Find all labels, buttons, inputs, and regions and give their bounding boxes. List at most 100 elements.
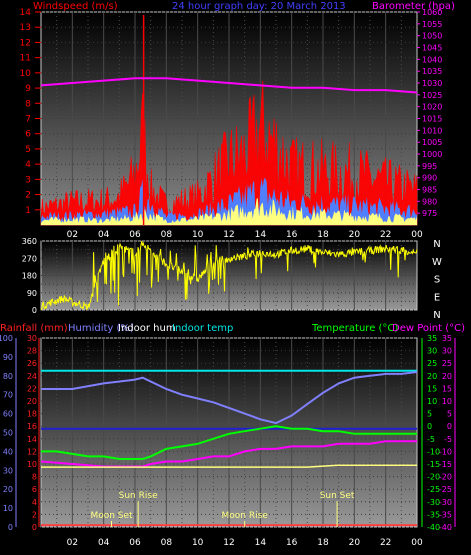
barometer-tick-label: 1005	[422, 138, 442, 147]
humidity-axis-title: Humidity (%)	[68, 323, 134, 334]
windspeed-tick-label: 7	[25, 115, 31, 125]
temperature-tick-label: 15	[427, 384, 437, 393]
rainfall-tick-label: 4	[32, 498, 37, 507]
windspeed-tick-label: 14	[20, 8, 32, 18]
barometer-tick-label: 985	[422, 186, 437, 195]
humidity-tick-label: 50	[3, 429, 13, 438]
compass-label: W	[432, 257, 442, 268]
barometer-tick-label: 1060	[422, 8, 442, 17]
barometer-tick-label: 1040	[422, 55, 442, 64]
temperature-axis-title: Temperature (°C)	[311, 323, 398, 334]
compass-label: E	[434, 292, 440, 303]
temperature-tick-label: -20	[427, 473, 440, 482]
rainfall-tick-label: 22	[27, 384, 37, 393]
dewpoint-tick-label: 35	[442, 334, 452, 343]
dewpoint-tick-label: 10	[442, 397, 452, 406]
windspeed-tick-label: 6	[25, 130, 31, 140]
x-tick-label: 20	[349, 538, 361, 548]
windspeed-tick-label: 9	[25, 84, 31, 94]
windspeed-tick-label: 3	[25, 175, 31, 185]
barometer-tick-label: 1035	[422, 67, 442, 76]
direction-tick-label: 0	[32, 306, 37, 315]
temperature-tick-label: -10	[427, 447, 440, 456]
windspeed-tick-label: 1	[25, 206, 31, 216]
compass-label: N	[433, 310, 440, 321]
temperature-tick-label: 0	[427, 422, 432, 431]
rainfall-axis-title: Rainfall (mm)	[0, 323, 68, 334]
series-rainfall	[41, 464, 417, 468]
rainfall-tick-label: 12	[27, 447, 37, 456]
dewpoint-tick-label: -10	[439, 447, 452, 456]
chart-title: 24 hour graph day: 20 March 2013	[172, 1, 346, 12]
indoor-temp-axis-title: Indoor temp	[172, 323, 233, 334]
temperature-tick-label: -25	[427, 485, 440, 494]
barometer-tick-label: 1020	[422, 103, 442, 112]
x-tick-label: 02	[67, 538, 78, 548]
barometer-tick-label: 995	[422, 162, 437, 171]
barometer-tick-label: 975	[422, 209, 437, 218]
series-wind	[41, 198, 417, 225]
temperature-tick-label: 35	[427, 334, 437, 343]
event-label: Sun Rise	[119, 491, 158, 501]
windspeed-tick-label: 5	[25, 145, 31, 155]
temperature-tick-label: -15	[427, 460, 440, 469]
x-tick-label: 18	[317, 538, 329, 548]
humidity-tick-label: 60	[3, 410, 13, 419]
rainfall-tick-label: 16	[27, 422, 37, 431]
windspeed-tick-label: 8	[25, 99, 31, 109]
x-tick-label: 06	[129, 538, 141, 548]
series-wind-direction	[40, 240, 418, 311]
dewpoint-tick-label: -40	[439, 523, 452, 532]
direction-tick-label: 180	[22, 272, 37, 281]
rainfall-tick-label: 30	[27, 334, 37, 343]
rainfall-tick-label: 26	[27, 359, 37, 368]
windspeed-tick-label: 13	[20, 23, 31, 33]
compass-label: N	[433, 239, 440, 250]
windspeed-tick-label: 10	[20, 69, 32, 79]
barometer-tick-label: 1015	[422, 115, 442, 124]
x-tick-label: 10	[192, 538, 204, 548]
barometer-tick-label: 990	[422, 174, 437, 183]
series-barometer	[40, 77, 418, 94]
barometer-tick-label: 1045	[422, 44, 442, 53]
x-tick-label: 16	[286, 538, 298, 548]
dewpoint-tick-label: -35	[439, 510, 452, 519]
rainfall-tick-label: 0	[32, 523, 37, 532]
dewpoint-tick-label: -30	[439, 498, 452, 507]
rainfall-tick-label: 8	[32, 473, 37, 482]
x-tick-label: 04	[98, 230, 110, 240]
dewpoint-tick-label: -5	[444, 435, 452, 444]
direction-tick-label: 360	[22, 237, 37, 246]
humidity-tick-label: 10	[3, 504, 13, 513]
dewpoint-tick-label: 15	[442, 384, 452, 393]
temperature-tick-label: -30	[427, 498, 440, 507]
x-tick-label: 00	[411, 538, 423, 548]
barometer-tick-label: 1030	[422, 79, 442, 88]
humidity-tick-label: 80	[3, 372, 13, 381]
humidity-tick-label: 100	[0, 334, 13, 343]
humidity-tick-label: 20	[3, 485, 13, 494]
x-tick-label: 22	[380, 538, 391, 548]
x-tick-label: 08	[161, 230, 173, 240]
event-label: Moon Set	[90, 511, 133, 521]
temperature-tick-label: 25	[427, 359, 437, 368]
rainfall-tick-label: 2	[32, 510, 37, 519]
dewpoint-tick-label: 30	[442, 347, 452, 356]
windspeed-axis-title: Windspeed (m/s)	[33, 1, 118, 12]
windspeed-tick-label: 2	[25, 191, 31, 201]
series-temperature	[41, 425, 417, 460]
windspeed-tick-label: 12	[20, 38, 31, 48]
dewpoint-tick-label: -25	[439, 485, 452, 494]
humidity-tick-label: 0	[8, 523, 13, 532]
x-tick-label: 14	[255, 538, 267, 548]
windspeed-tick-label: 4	[25, 160, 31, 170]
dewpoint-tick-label: 20	[442, 372, 452, 381]
dewpoint-tick-label: 0	[447, 422, 452, 431]
humidity-tick-label: 70	[3, 391, 13, 400]
rainfall-tick-label: 6	[32, 485, 37, 494]
x-tick-label: 12	[223, 538, 234, 548]
compass-label: S	[434, 275, 440, 286]
indoor-hum-axis-title: Indoor hum	[118, 323, 176, 334]
x-tick-label: 14	[255, 230, 267, 240]
